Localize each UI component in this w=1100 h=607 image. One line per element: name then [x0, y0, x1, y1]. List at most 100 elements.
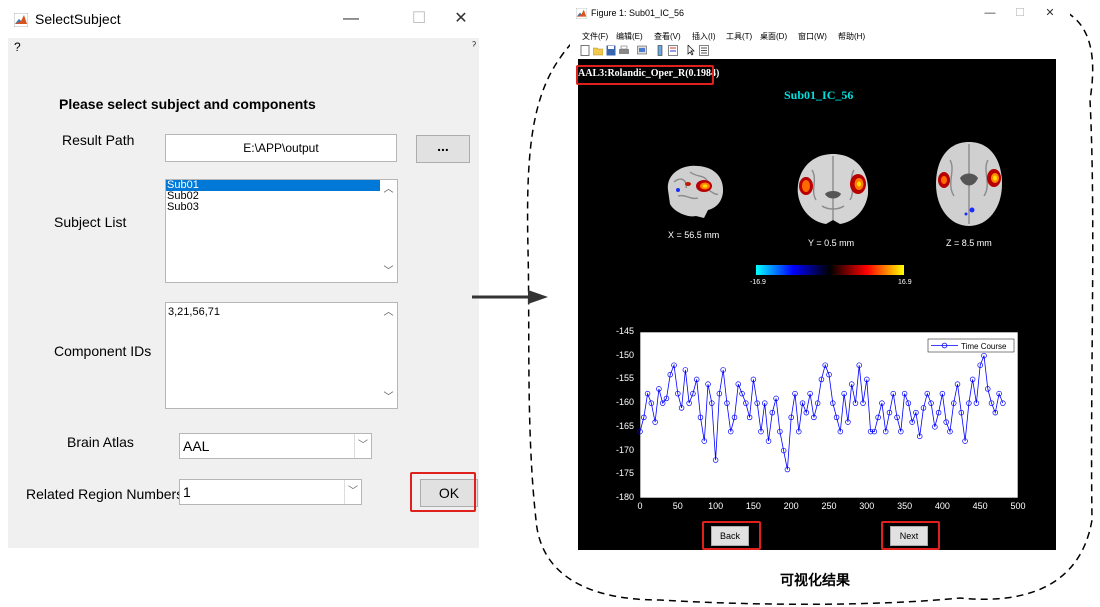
data-point	[761, 400, 768, 406]
figure-titlebar: Figure 1: Sub01_IC_56 — ☐ ✕	[570, 0, 1070, 28]
print-icon[interactable]	[619, 45, 629, 56]
maximize-button[interactable]: ☐	[1015, 7, 1025, 19]
data-point	[727, 428, 734, 435]
data-point	[648, 400, 655, 406]
data-point	[773, 395, 779, 402]
data-point	[709, 400, 715, 406]
back-button[interactable]: Back	[711, 526, 749, 546]
data-point	[867, 428, 874, 435]
data-point	[845, 419, 851, 425]
data-point	[966, 400, 972, 406]
colorbar	[756, 265, 904, 275]
close-button[interactable]: ✕	[454, 10, 468, 27]
data-point	[720, 367, 726, 373]
data-point	[901, 390, 908, 397]
time-course-line	[639, 355, 1004, 470]
data-point	[894, 414, 900, 421]
open-file-icon[interactable]	[593, 45, 603, 56]
menu-insert[interactable]: 插入(I)	[692, 32, 716, 41]
subject-list-item[interactable]: Sub02	[167, 190, 199, 202]
menu-desktop[interactable]: 桌面(D)	[760, 32, 788, 41]
menu-file[interactable]: 文件(F)	[582, 32, 609, 41]
menu-tools[interactable]: 工具(T)	[726, 32, 753, 41]
data-point	[796, 428, 802, 435]
component-ids-value: 3,21,56,71	[168, 306, 220, 318]
right-arrow-icon	[472, 290, 548, 304]
data-point	[943, 419, 949, 425]
y-tick-label: -145	[615, 326, 634, 336]
subject-list-item[interactable]: Sub03	[167, 201, 199, 213]
data-point	[920, 405, 927, 411]
data-point	[860, 400, 866, 406]
scroll-down-icon[interactable]: ﹀	[383, 392, 394, 403]
minimize-button[interactable]: —	[984, 7, 996, 19]
pointer-icon[interactable]	[686, 45, 696, 56]
minimize-button[interactable]: —	[343, 10, 359, 27]
related-regions-dropdown[interactable]: 1 ﹀	[179, 479, 362, 505]
property-editor-icon[interactable]	[699, 45, 709, 56]
menu-view[interactable]: 查看(V)	[654, 32, 681, 41]
result-path-field[interactable]: E:\APP\output	[165, 134, 397, 162]
data-point	[856, 362, 862, 368]
new-figure-icon[interactable]	[580, 45, 590, 56]
sagittal-slice-image	[667, 165, 724, 218]
y-tick-label: -175	[615, 468, 634, 479]
menu-window[interactable]: 窗口(W)	[798, 32, 827, 41]
data-point	[780, 447, 787, 454]
data-point	[977, 362, 983, 368]
x-tick-label: 100	[708, 501, 724, 511]
menu-help[interactable]: 帮助(H)	[838, 32, 866, 41]
subject-list-scrollbar[interactable]: ︿ ﹀	[380, 180, 397, 282]
insert-colorbar-icon[interactable]	[655, 45, 665, 56]
brain-atlas-value: AAL	[183, 438, 210, 454]
help-icon[interactable]: ?	[14, 40, 21, 54]
maximize-button[interactable]: ☐	[411, 10, 427, 27]
caption-visualization-result: 可视化结果	[780, 573, 850, 589]
data-point	[675, 390, 681, 397]
data-point	[663, 395, 670, 402]
ok-highlight-box	[410, 472, 476, 512]
data-point	[765, 438, 772, 444]
data-point	[954, 381, 961, 387]
insert-legend-icon[interactable]	[668, 45, 678, 56]
x-tick-label: 400	[934, 501, 950, 511]
data-point	[833, 414, 840, 421]
component-ids-label: Component IDs	[54, 343, 152, 359]
component-ids-scrollbar[interactable]: ︿ ﹀	[380, 303, 397, 408]
link-plot-icon[interactable]	[637, 45, 647, 56]
x-tick-label: 350	[897, 501, 913, 511]
scroll-up-icon[interactable]: ︿	[383, 307, 394, 318]
x-tick-label: 250	[821, 501, 837, 511]
component-ids-field[interactable]: 3,21,56,71 ︿ ﹀	[165, 302, 398, 409]
data-point	[837, 428, 844, 435]
legend-marker	[941, 342, 948, 349]
menu-edit[interactable]: 编辑(E)	[616, 32, 643, 41]
next-button[interactable]: Next	[890, 526, 928, 546]
ok-button[interactable]: OK	[420, 479, 478, 507]
subject-listbox[interactable]: Sub01 Sub02 Sub03 ︿ ﹀	[165, 179, 398, 283]
browse-button[interactable]: ...	[416, 135, 470, 163]
scroll-up-icon[interactable]: ︿	[383, 184, 394, 195]
data-point	[841, 390, 847, 397]
chevron-down-icon[interactable]: ﹀	[354, 434, 371, 458]
scroll-down-icon[interactable]: ﹀	[383, 266, 394, 277]
save-icon[interactable]	[606, 45, 616, 56]
close-button[interactable]: ✕	[1045, 7, 1055, 19]
dialog-titlebar: SelectSubject — ☐ ✕	[8, 0, 479, 38]
dialog-title: SelectSubject	[35, 11, 121, 27]
y-tick-label: -150	[615, 349, 634, 360]
data-point	[652, 419, 658, 425]
data-point	[656, 386, 662, 392]
data-point	[947, 428, 953, 435]
x-tick-label: 0	[637, 501, 643, 511]
data-point	[996, 390, 1002, 397]
data-point	[667, 371, 673, 378]
chevron-down-icon[interactable]: ﹀	[344, 480, 361, 504]
brain-atlas-dropdown[interactable]: AAL ﹀	[179, 433, 372, 459]
toolbar-overflow-icon[interactable]: ˀ	[472, 40, 476, 52]
subject-list-item[interactable]: Sub01	[166, 180, 380, 191]
data-point	[981, 352, 987, 359]
data-point	[792, 390, 798, 397]
related-regions-value: 1	[183, 484, 191, 500]
